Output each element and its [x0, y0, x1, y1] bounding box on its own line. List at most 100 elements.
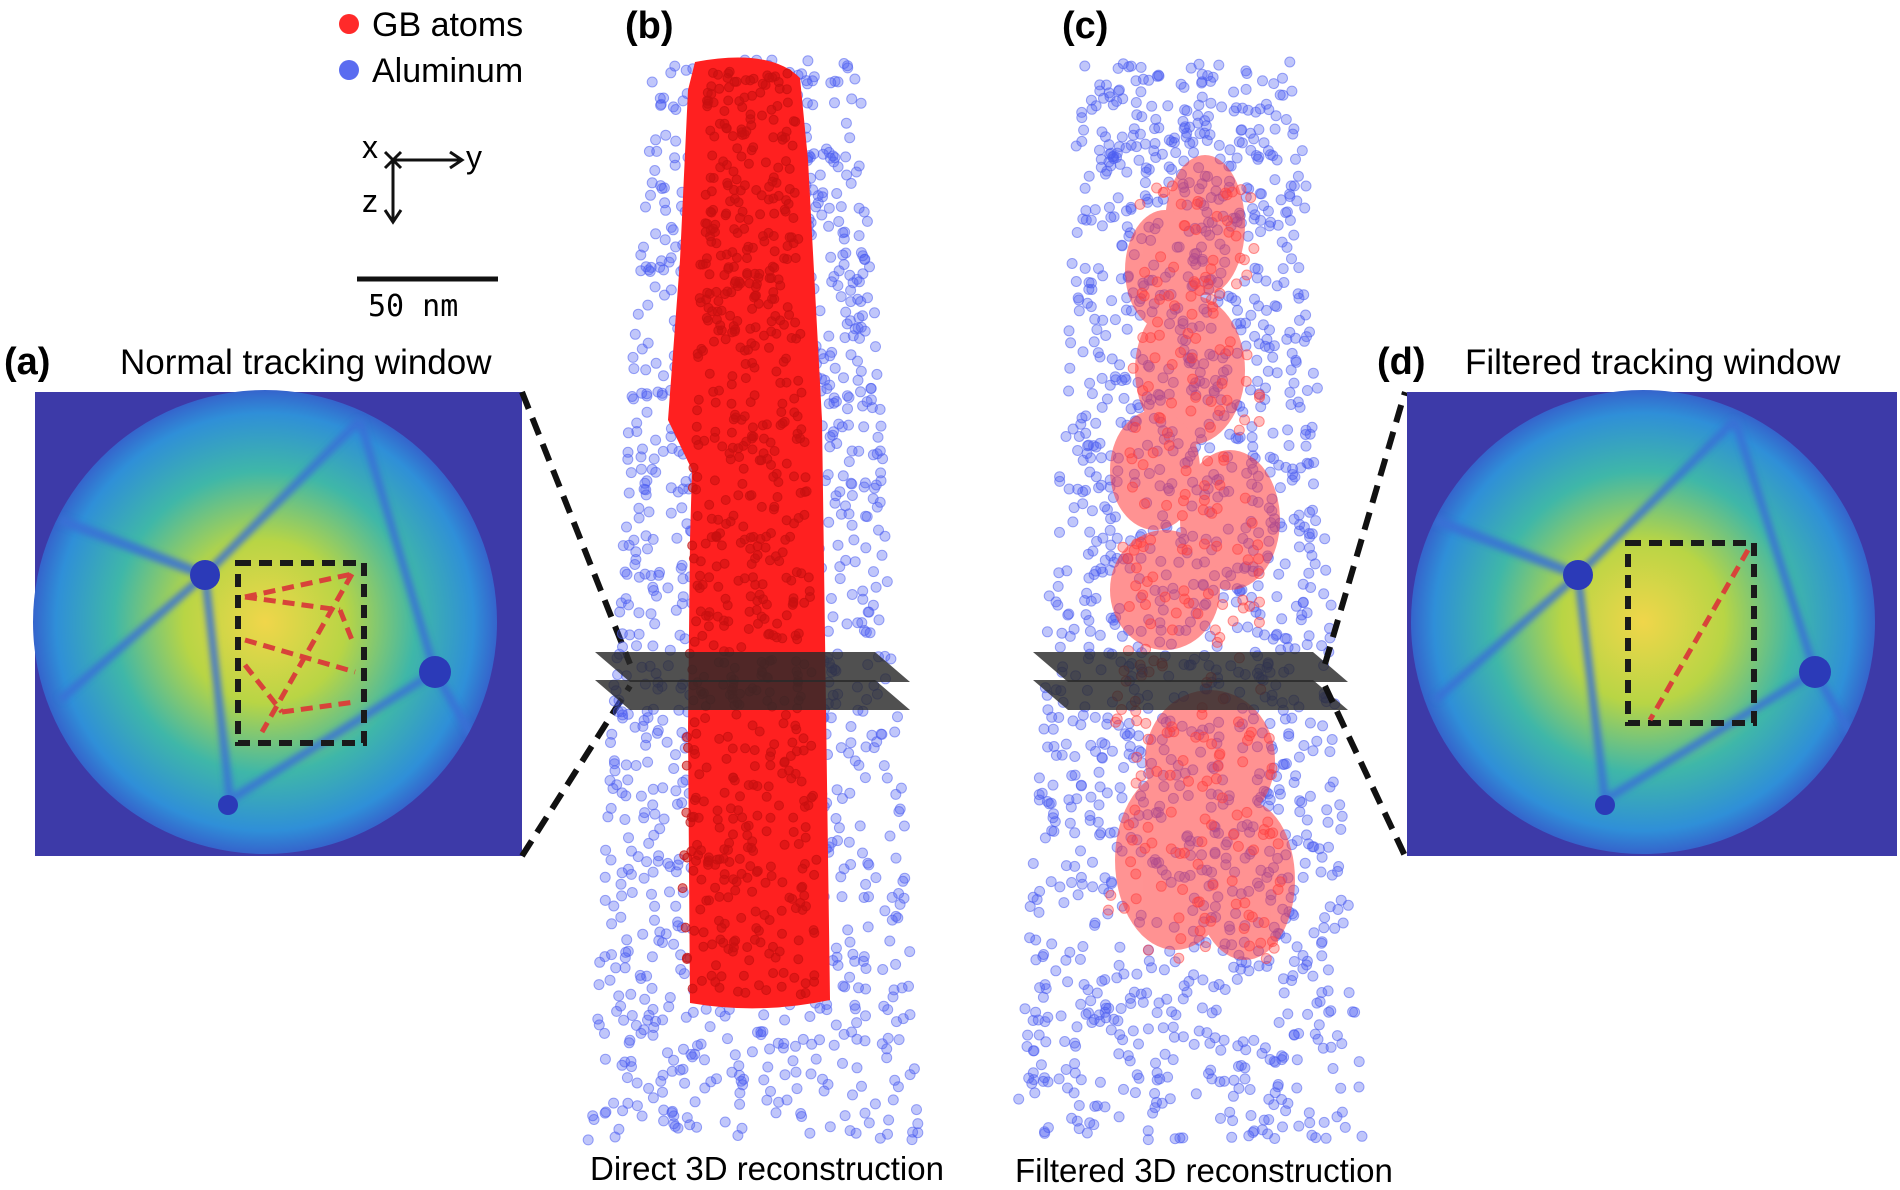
atom-dot — [749, 362, 760, 373]
atom-dot — [788, 213, 799, 223]
atom-dot — [728, 184, 739, 195]
atom-dot — [1165, 843, 1177, 855]
atom-dot — [1072, 889, 1084, 901]
atom-dot — [871, 368, 883, 380]
atom-dot — [1286, 712, 1298, 724]
atom-dot — [670, 135, 682, 147]
atom-dot — [1206, 1007, 1218, 1019]
atom-dot — [1273, 1017, 1285, 1028]
atom-dot — [1101, 393, 1113, 405]
atom-dot — [1125, 201, 1137, 213]
atom-dot — [1235, 317, 1247, 329]
atom-dot — [899, 872, 911, 884]
atom-dot — [768, 132, 779, 143]
atom-dot — [1233, 424, 1245, 436]
atom-dot — [855, 247, 867, 259]
atom-dot — [732, 143, 743, 154]
atom-dot — [864, 627, 876, 639]
atom-dot — [752, 810, 763, 821]
atom-dot — [1219, 984, 1231, 995]
atom-dot — [1271, 280, 1283, 292]
atom-dot — [675, 964, 687, 975]
atom-dot — [863, 606, 875, 618]
atom-dot — [688, 553, 699, 564]
atom-dot — [1177, 115, 1189, 127]
atom-dot — [1121, 221, 1133, 233]
atom-dot — [643, 1082, 655, 1094]
atom-dot — [757, 1026, 769, 1038]
atom-dot — [728, 772, 739, 783]
atom-dot — [1013, 1093, 1025, 1105]
atom-dot — [638, 241, 649, 253]
atom-dot — [681, 1112, 693, 1124]
atom-dot — [688, 462, 699, 473]
atom-dot — [1166, 163, 1178, 175]
atom-dot — [1246, 431, 1258, 443]
atom-dot — [1243, 909, 1255, 921]
atom-dot — [750, 322, 761, 333]
atom-dot — [711, 531, 722, 542]
atom-dot — [1263, 342, 1275, 354]
atom-dot — [668, 763, 680, 774]
atom-dot — [687, 540, 698, 551]
atom-dot — [1131, 751, 1143, 763]
atom-dot — [843, 836, 855, 848]
atom-dot — [1303, 1107, 1315, 1119]
atom-dot — [622, 863, 634, 875]
atom-dot — [599, 1053, 611, 1065]
atom-dot — [1216, 792, 1228, 804]
atom-dot — [642, 299, 654, 311]
atom-dot — [748, 572, 758, 583]
atom-dot — [700, 713, 711, 724]
atom-dot — [1316, 851, 1328, 863]
atom-dot — [1307, 970, 1319, 982]
atom-dot — [1308, 927, 1320, 939]
atom-dot — [631, 1077, 643, 1089]
atom-dot — [847, 948, 859, 960]
atom-dot — [1112, 62, 1124, 74]
atom-dot — [1066, 258, 1078, 269]
atom-dot — [1268, 1099, 1280, 1111]
atom-dot — [1085, 791, 1097, 803]
atom-dot — [1282, 424, 1294, 436]
atom-dot — [1274, 876, 1286, 888]
atom-dot — [828, 426, 839, 438]
atom-dot — [1258, 824, 1270, 835]
atom-dot — [1083, 641, 1095, 653]
atom-dot — [853, 445, 865, 457]
atom-dot — [807, 99, 819, 111]
atom-dot — [1289, 471, 1301, 483]
atom-dot — [904, 1069, 916, 1081]
atom-dot — [904, 946, 916, 958]
atom-dot — [1314, 996, 1326, 1008]
tracking-plane-direct — [595, 652, 910, 710]
atom-dot — [845, 721, 857, 732]
atom-dot — [728, 829, 738, 840]
atom-dot — [1175, 78, 1187, 90]
atom-dot — [1048, 741, 1060, 752]
atom-dot — [1142, 1134, 1154, 1146]
atom-dot — [1279, 632, 1291, 644]
atom-dot — [708, 640, 719, 651]
atom-dot — [1331, 1030, 1343, 1042]
atom-dot — [1123, 601, 1135, 612]
atom-dot — [742, 830, 753, 841]
atom-dot — [1167, 1021, 1179, 1033]
atom-dot — [801, 78, 813, 90]
atom-dot — [719, 787, 730, 798]
atom-dot — [713, 69, 723, 80]
atom-dot — [1299, 857, 1311, 869]
atom-dot — [722, 72, 733, 83]
atom-dot — [1169, 1133, 1181, 1145]
atom-dot — [1084, 1117, 1096, 1129]
atom-dot — [606, 949, 617, 961]
atom-dot — [1196, 836, 1208, 848]
atom-dot — [721, 753, 732, 764]
atom-dot — [608, 900, 620, 912]
atom-dot — [850, 166, 862, 178]
atom-dot — [1150, 113, 1162, 125]
atom-dot — [638, 483, 650, 495]
atom-dot — [842, 62, 854, 74]
atom-dot — [748, 846, 759, 856]
atom-dot — [759, 433, 769, 444]
